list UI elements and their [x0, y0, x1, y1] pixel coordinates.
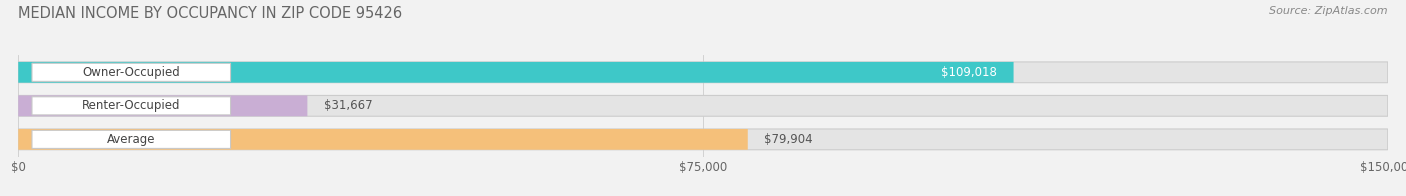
FancyBboxPatch shape: [32, 97, 231, 115]
FancyBboxPatch shape: [32, 130, 231, 148]
FancyBboxPatch shape: [18, 62, 1014, 83]
Text: MEDIAN INCOME BY OCCUPANCY IN ZIP CODE 95426: MEDIAN INCOME BY OCCUPANCY IN ZIP CODE 9…: [18, 6, 402, 21]
Text: Renter-Occupied: Renter-Occupied: [82, 99, 180, 112]
Text: Source: ZipAtlas.com: Source: ZipAtlas.com: [1270, 6, 1388, 16]
FancyBboxPatch shape: [18, 95, 1388, 116]
FancyBboxPatch shape: [18, 129, 1388, 150]
FancyBboxPatch shape: [18, 129, 748, 150]
Text: Average: Average: [107, 133, 155, 146]
Text: Owner-Occupied: Owner-Occupied: [82, 66, 180, 79]
FancyBboxPatch shape: [18, 95, 308, 116]
FancyBboxPatch shape: [18, 62, 1388, 83]
FancyBboxPatch shape: [32, 63, 231, 81]
Text: $79,904: $79,904: [765, 133, 813, 146]
Text: $31,667: $31,667: [323, 99, 373, 112]
Text: $109,018: $109,018: [941, 66, 997, 79]
